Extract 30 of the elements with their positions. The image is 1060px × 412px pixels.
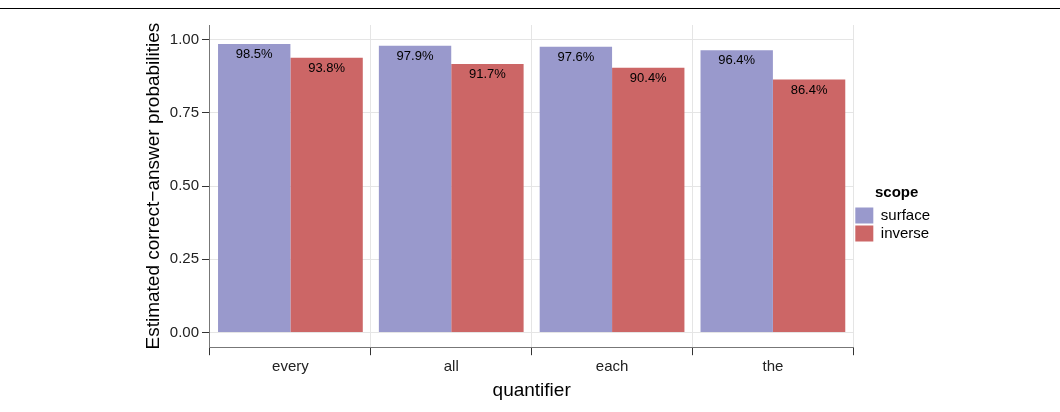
y-tick-label: 0.75 [169, 103, 199, 121]
y-tick-label: 0.25 [169, 249, 199, 267]
y-tick-label: 0.00 [169, 322, 199, 340]
bar [451, 63, 524, 333]
bar [700, 50, 773, 333]
x-tick-label: all [443, 357, 459, 375]
data-label: 97.6% [557, 48, 595, 64]
y-tick-label: 0.50 [169, 176, 199, 194]
data-label: 96.4% [718, 52, 756, 68]
bar [539, 46, 613, 333]
x-tick-label: the [762, 357, 784, 375]
y-tick-label: 1.00 [169, 29, 199, 47]
bar [378, 45, 452, 333]
bar [290, 57, 363, 333]
data-label: 86.4% [790, 81, 828, 97]
data-label: 90.4% [629, 69, 668, 85]
bar [218, 44, 291, 333]
bar [612, 67, 685, 333]
legend-title: scope [874, 183, 919, 201]
x-tick-label: every [272, 357, 310, 375]
x-axis-title: quantifier [492, 378, 572, 400]
y-axis-title: Estimated correct−answer probabilities [141, 22, 163, 350]
data-label: 98.5% [235, 46, 274, 62]
legend-label: surface [880, 205, 931, 223]
data-label: 93.8% [308, 59, 346, 75]
data-label: 91.7% [468, 66, 507, 82]
legend-label: inverse [880, 223, 930, 241]
x-tick-label: each [595, 357, 629, 375]
bar [772, 79, 846, 333]
data-label: 97.9% [396, 47, 434, 63]
